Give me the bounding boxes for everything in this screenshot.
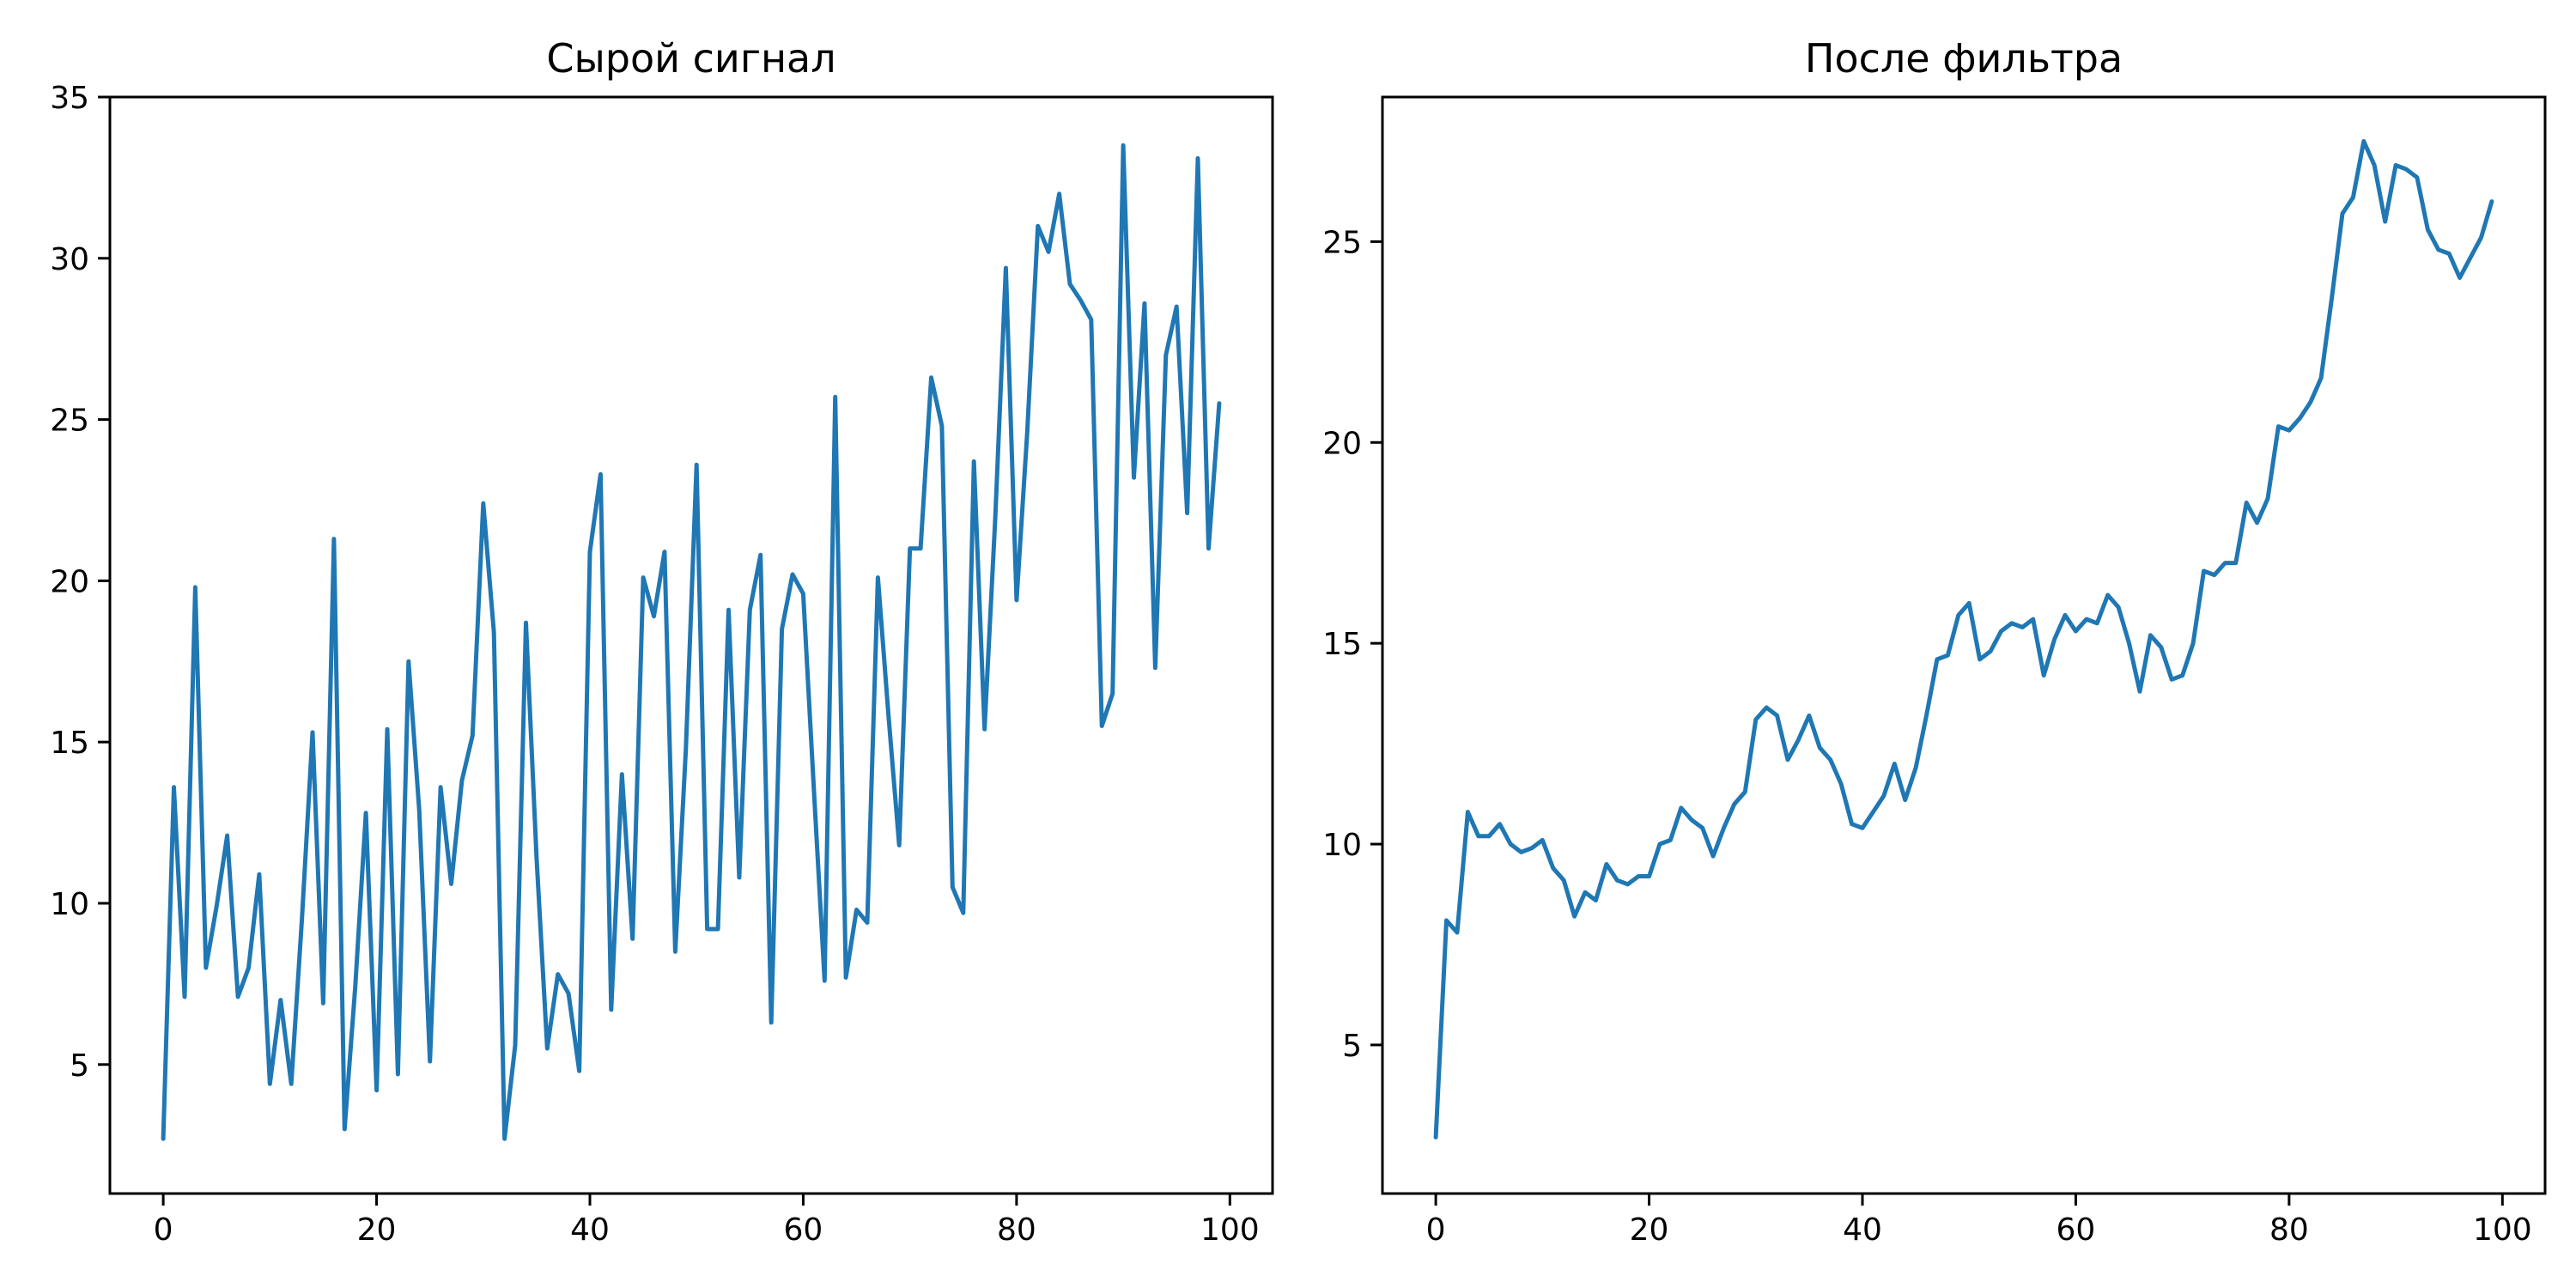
raw-signal-series-line [161,143,1222,1141]
filtered-signal-x-tick-label: 0 [1426,1212,1446,1248]
filtered-signal-panel: После фильтра 0 20 40 60 80 100 5 10 15 20 25 [1322,35,2547,1248]
raw-signal-y-tick-label: 15 [50,726,89,761]
raw-signal-title: Сырой сигнал [546,35,835,82]
raw-signal-y-tick-label: 10 [50,887,89,922]
raw-signal-y-tick-label: 35 [50,81,89,116]
raw-signal-x-tick-label: 60 [784,1212,823,1248]
filtered-signal-plot-frame [1381,95,2547,1195]
raw-signal-x-tick-label: 100 [1200,1212,1260,1248]
raw-signal-y-tick-label: 25 [50,404,89,439]
raw-signal-plot-frame [108,95,1274,1195]
filtered-signal-y-tick-label: 25 [1322,225,1362,260]
raw-signal-panel: Сырой сигнал 0 20 40 60 80 100 5 10 15 20 25 30 35 [50,35,1274,1248]
filtered-signal-x-tick-label: 20 [1630,1212,1669,1248]
filtered-signal-x-tick-label: 80 [2269,1212,2309,1248]
filtered-signal-x-tick-label: 100 [2473,1212,2532,1248]
raw-signal-x-tick-label: 20 [357,1212,397,1248]
filtered-signal-title: После фильтра [1805,35,2123,82]
filtered-signal-y-tick-label: 5 [1342,1029,1362,1064]
filtered-signal-y-tick-label: 15 [1322,627,1362,662]
filtered-signal-y-tick-label: 20 [1322,426,1362,461]
filtered-signal-y-tick-label: 10 [1322,828,1362,863]
raw-signal-y-tick-label: 30 [50,242,89,277]
filtered-signal-marks: 0 20 40 60 80 100 5 10 15 20 25 [1322,139,2532,1248]
filtered-signal-series-line [1433,139,2494,1139]
raw-signal-x-tick-label: 40 [570,1212,610,1248]
raw-signal-x-tick-label: 0 [154,1212,173,1248]
raw-signal-marks: 0 20 40 60 80 100 5 10 15 20 25 30 35 [50,81,1259,1248]
raw-signal-x-tick-label: 80 [997,1212,1036,1248]
raw-signal-y-tick-label: 5 [70,1048,89,1084]
raw-signal-y-tick-label: 20 [50,564,89,599]
filtered-signal-x-tick-label: 60 [2057,1212,2096,1248]
filtered-signal-x-tick-label: 40 [1843,1212,1882,1248]
